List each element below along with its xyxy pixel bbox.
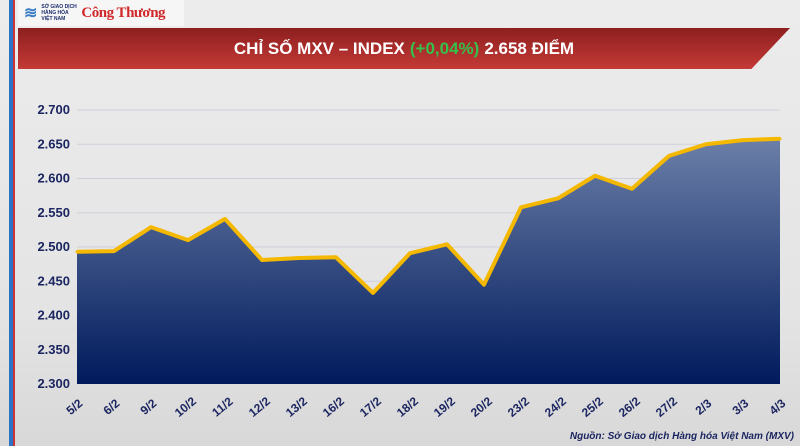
x-tick-label: 13/2: [283, 394, 310, 420]
source-note: Nguồn: Sở Giao dịch Hàng hóa Việt Nam (M…: [569, 431, 794, 442]
x-tick-label: 18/2: [394, 394, 421, 420]
data-point: [186, 238, 190, 242]
y-tick-label: 2.700: [37, 102, 70, 117]
title-prefix: CHỈ SỐ MXV – INDEX: [233, 38, 405, 58]
data-point: [741, 138, 745, 142]
side-stripe: [9, 0, 15, 446]
area-fill: [77, 138, 780, 384]
data-point: [630, 187, 634, 191]
y-tick-label: 2.350: [37, 342, 70, 357]
logo: ≋ SỞ GIAO DỊCH HÀNG HÓA VIỆT NAM Công Th…: [18, 0, 184, 26]
y-tick-label: 2.500: [37, 239, 70, 254]
x-tick-label: 24/2: [542, 394, 569, 420]
y-tick-label: 2.650: [37, 136, 70, 151]
x-tick-label: 6/2: [101, 396, 123, 418]
x-tick-label: 11/2: [209, 394, 236, 420]
data-point: [297, 256, 301, 260]
logo-org-text: SỞ GIAO DỊCH HÀNG HÓA VIỆT NAM: [41, 4, 77, 22]
data-point: [445, 242, 449, 246]
x-tick-label: 25/2: [579, 394, 606, 420]
index-line: [76, 136, 781, 295]
x-tick-label: 27/2: [653, 394, 680, 420]
x-tick-label: 20/2: [468, 394, 495, 420]
data-point: [112, 249, 116, 253]
x-tick-label: 9/2: [138, 396, 160, 418]
data-point: [482, 283, 486, 287]
x-tick-label: 17/2: [357, 394, 384, 420]
title-change: (+0,04%): [409, 38, 480, 58]
data-point: [223, 217, 227, 221]
x-tick-label: 10/2: [172, 394, 199, 420]
data-point: [556, 196, 560, 200]
title-banner: CHỈ SỐ MXV – INDEX (+0,04%) 2.658 ĐIỂM: [18, 28, 790, 69]
x-tick-label: 5/2: [64, 396, 86, 418]
title-value: 2.658 ĐIỂM: [484, 38, 575, 58]
x-tick-label: 4/3: [767, 396, 789, 418]
data-point: [334, 255, 338, 259]
x-tick-label: 19/2: [431, 394, 458, 420]
y-tick-label: 2.550: [37, 205, 70, 220]
logo-brand: Công Thương: [81, 4, 166, 21]
x-tick-label: 12/2: [246, 394, 273, 420]
y-tick-label: 2.600: [37, 171, 70, 186]
data-point: [260, 258, 264, 262]
x-tick-label: 23/2: [505, 394, 532, 420]
mxv-logo-icon: ≋: [24, 5, 38, 22]
y-tick-label: 2.400: [37, 308, 70, 323]
data-point: [408, 251, 412, 255]
x-tick-label: 3/3: [730, 396, 752, 418]
y-tick-label: 2.450: [37, 273, 70, 288]
x-tick-label: 2/3: [693, 396, 715, 418]
data-point: [704, 142, 708, 146]
x-tick-label: 26/2: [616, 394, 643, 420]
data-point: [593, 174, 597, 178]
data-point: [149, 225, 153, 229]
data-point: [667, 154, 671, 158]
data-point: [75, 250, 79, 254]
y-tick-label: 2.300: [37, 376, 70, 391]
data-point: [371, 291, 375, 295]
data-point: [519, 205, 523, 209]
data-point: [778, 137, 782, 141]
x-tick-label: 16/2: [320, 394, 347, 420]
